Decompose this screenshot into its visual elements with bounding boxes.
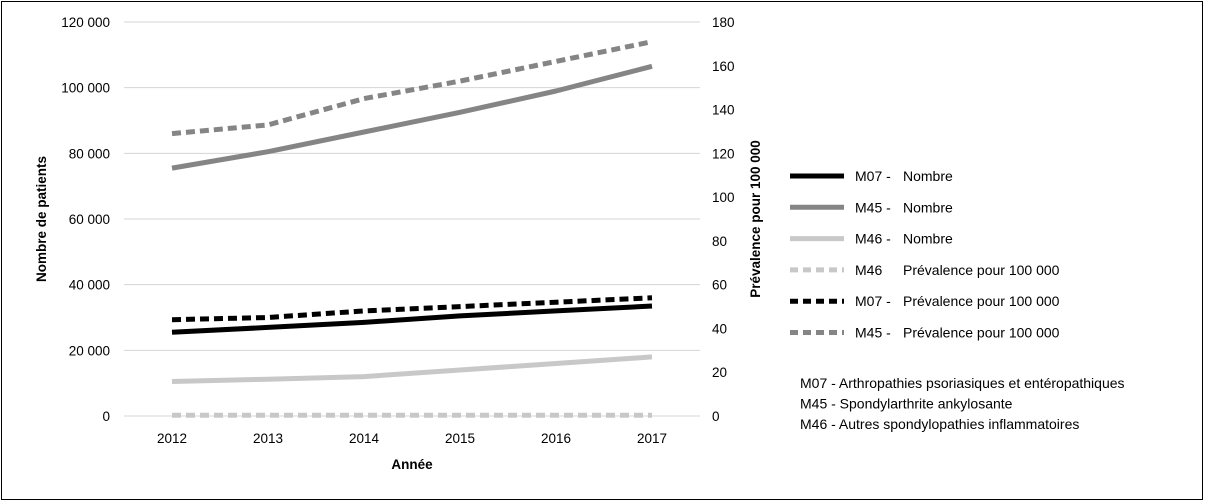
code-note: M46 - Autres spondylopathies inflammatoi… [800,416,1079,432]
right-tick-label: 140 [712,103,735,118]
left-tick-label: 0 [102,409,110,424]
series-line-5 [171,39,653,137]
right-tick-label: 160 [712,59,735,74]
left-y-axis-title: Nombre de patients [34,156,49,282]
right-tick-label: 80 [712,234,727,249]
x-tick-label: 2013 [253,431,283,446]
left-tick-label: 100 000 [61,81,110,96]
legend-code: M46 - [855,231,891,247]
legend: M07 - Nombre M45 - Nombre M46 - Nombre M46 Prév… [790,168,1060,341]
right-tick-label: 20 [712,365,727,380]
left-tick-label: 120 000 [61,15,110,30]
x-tick-label: 2014 [349,431,380,446]
right-axis-ticks: 0 20 40 60 80 100 120 140 160 180 [712,15,735,424]
x-tick-label: 2017 [637,431,667,446]
series-line-2 [171,354,653,384]
x-tick-label: 2016 [541,431,571,446]
series-line-0 [171,303,653,335]
x-axis-ticks: 2012 2013 2014 2015 2016 2017 [157,431,667,446]
left-tick-label: 80 000 [69,146,110,161]
code-notes: M07 - Arthropathies psoriasiques et enté… [800,375,1125,432]
legend-code: M07 - [855,293,891,309]
legend-code: M46 [855,262,882,278]
legend-code: M07 - [855,168,891,184]
left-tick-label: 40 000 [69,278,110,293]
legend-code: M45 - [855,325,891,341]
left-axis-ticks: 0 20 000 40 000 60 000 80 000 100 000 120 000 [61,15,110,424]
gridlines [124,21,700,417]
legend-code: M45 - [855,199,891,215]
right-tick-label: 60 [712,278,727,293]
x-tick-label: 2012 [157,431,187,446]
left-tick-label: 20 000 [69,343,110,358]
right-tick-label: 40 [712,321,727,336]
code-note: M07 - Arthropathies psoriasiques et enté… [800,375,1125,391]
code-note: M45 - Spondylarthrite ankylosante [800,396,1013,412]
right-tick-label: 120 [712,146,735,161]
legend-label: Nombre [903,199,953,215]
x-axis-title: Année [391,457,433,472]
series-line-1 [171,63,653,171]
series-lines [171,39,653,418]
series-line-4 [171,295,653,323]
right-y-axis-title: Prévalence pour 100 000 [748,140,763,298]
legend-label: Prévalence pour 100 000 [903,293,1060,309]
right-tick-label: 100 [712,190,735,205]
left-tick-label: 60 000 [69,212,110,227]
right-tick-label: 0 [712,409,720,424]
legend-label: Prévalence pour 100 000 [903,325,1060,341]
legend-label: Prévalence pour 100 000 [903,262,1060,278]
right-tick-label: 180 [712,15,735,30]
legend-label: Nombre [903,168,953,184]
x-tick-label: 2015 [445,431,475,446]
legend-label: Nombre [903,231,953,247]
